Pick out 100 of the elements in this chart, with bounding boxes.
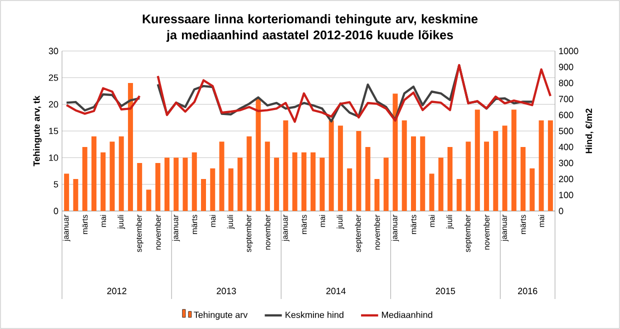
y-tick-label: 25 <box>48 74 58 81</box>
y2-tick-label: 600 <box>558 112 574 118</box>
bar <box>201 178 206 211</box>
bar <box>192 152 197 211</box>
text: 2012 <box>107 288 126 294</box>
x-tick-label: mai <box>319 215 326 227</box>
x-tick-label: jaanuar <box>392 214 399 242</box>
y-tick-label: 0 <box>54 208 58 214</box>
x-tick-label: juuli <box>336 215 344 229</box>
bar <box>264 142 270 211</box>
y2-tick-label: 900 <box>558 64 574 70</box>
y2-axis-title: Hind, €/m2 <box>585 108 594 154</box>
bar <box>402 120 407 211</box>
bar <box>493 131 498 211</box>
bar <box>338 126 343 211</box>
bar <box>420 136 426 211</box>
bar <box>146 190 152 211</box>
y-axis-title: Tehingute arv, tk <box>33 96 42 166</box>
bar <box>174 158 179 211</box>
bar <box>474 110 480 211</box>
bar <box>274 158 280 211</box>
bar <box>128 83 133 211</box>
bar <box>520 147 526 211</box>
bar <box>219 142 224 211</box>
bar <box>392 94 398 211</box>
bar <box>310 152 316 211</box>
x-tick-label: september <box>354 214 362 252</box>
y2-tick-label: 800 <box>558 80 574 86</box>
x-tick-label: juuli <box>227 215 235 229</box>
bar <box>429 174 434 211</box>
x-tick-label: märts <box>520 214 526 234</box>
x-tick-label: jaanuar <box>62 214 70 242</box>
bar <box>548 120 553 211</box>
legend-label: Tehingute arv <box>194 311 248 320</box>
bar <box>91 136 96 211</box>
x-tick-label: november <box>374 214 380 250</box>
y2-tick-label: 400 <box>558 144 574 150</box>
y2-tick-label: 100 <box>559 192 574 198</box>
bar <box>73 178 78 211</box>
bar <box>256 99 261 211</box>
bar <box>320 158 325 211</box>
bar <box>238 158 243 211</box>
x-tick-label: juuli <box>118 215 126 229</box>
bar <box>137 163 142 211</box>
bar <box>301 152 306 211</box>
y-tick-label: 20 <box>48 101 58 108</box>
bar <box>448 147 453 211</box>
x-tick-label: november <box>264 214 270 250</box>
bar <box>466 142 471 211</box>
y2-tick-label: 300 <box>558 160 574 166</box>
x-tick-label: mai <box>428 215 435 227</box>
y2-tick-label: 700 <box>558 96 574 102</box>
y2-tick-label: 1000 <box>559 48 578 54</box>
y2-tick-label: 0 <box>558 208 564 214</box>
bar <box>374 178 380 211</box>
y-tick-label: 5 <box>54 181 58 188</box>
x-tick-label: mai <box>538 215 544 227</box>
x-tick-label: jaanuar <box>282 214 290 242</box>
bar <box>502 126 508 211</box>
bar <box>283 120 288 211</box>
bar <box>347 168 352 211</box>
bar <box>511 110 516 211</box>
y-tick-label: 30 <box>48 48 58 54</box>
bar <box>438 158 444 211</box>
bar <box>365 147 370 211</box>
x-tick-label: september <box>245 214 253 252</box>
bar <box>356 131 362 211</box>
bar <box>210 168 216 211</box>
text: 2014 <box>326 288 346 294</box>
bar <box>155 163 160 211</box>
x-tick-label: jaanuar <box>501 214 509 242</box>
bar <box>182 158 188 211</box>
bar <box>64 174 70 211</box>
bar <box>384 158 389 211</box>
bar <box>246 136 252 211</box>
legend-label: Keskmine hind <box>286 311 344 318</box>
x-tick-label: mai <box>210 215 216 227</box>
bar <box>228 168 234 211</box>
y2-tick-label: 200 <box>558 176 574 182</box>
chart-title: Kuressaare linna korteriomandi tehingute arv, keskmine ja mediaanhind aastatel 2012-2016 kuude lõikes <box>142 14 478 42</box>
x-tick-label: september <box>136 214 144 252</box>
x-tick-label: november <box>484 214 490 250</box>
y-tick-label: 15 <box>49 128 58 134</box>
bar <box>82 147 88 211</box>
bar <box>538 120 544 211</box>
bar <box>164 158 170 211</box>
y-tick-label: 10 <box>49 154 58 161</box>
bar <box>100 152 106 211</box>
bar <box>530 168 535 211</box>
x-tick-label: jaanuar <box>172 214 180 242</box>
bar <box>410 136 416 211</box>
text: 2016 <box>518 288 538 294</box>
x-tick-label: juuli <box>446 215 454 229</box>
x-tick-label: märts <box>82 214 88 234</box>
bar <box>110 142 115 211</box>
bar <box>328 120 334 211</box>
x-tick-label: november <box>154 214 161 250</box>
bar <box>118 136 124 211</box>
bar <box>484 142 490 211</box>
text: 2015 <box>436 288 456 294</box>
